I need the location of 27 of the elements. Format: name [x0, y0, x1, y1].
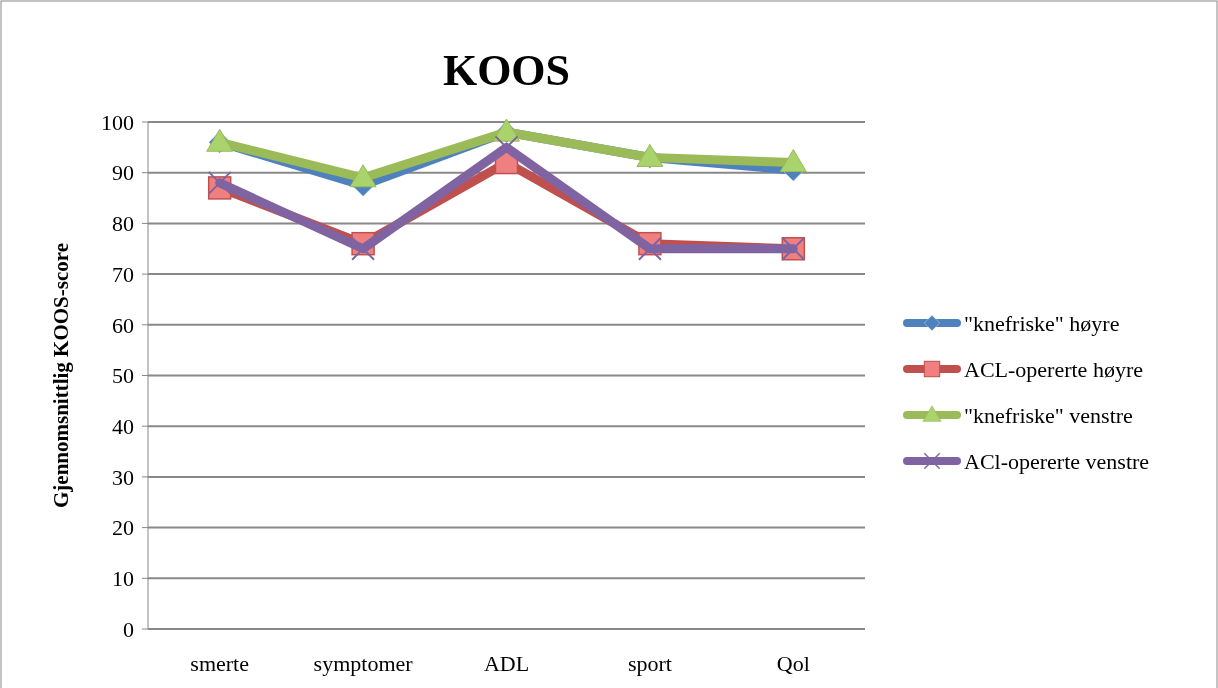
- legend-label: "knefriske" venstre: [964, 402, 1133, 428]
- y-tick-label: 40: [112, 413, 134, 439]
- y-tick-label: 90: [112, 160, 134, 186]
- y-tick-label: 0: [123, 616, 134, 642]
- chart-title: KOOS: [442, 46, 571, 95]
- point: [779, 149, 807, 173]
- legend-label: ACL-opererte høyre: [964, 356, 1143, 382]
- point: [351, 236, 376, 261]
- x-tick-label: Qol: [776, 651, 810, 676]
- y-tick-label: 20: [112, 515, 134, 541]
- y-tick-label: 10: [112, 566, 134, 591]
- y-tick-label: 100: [101, 109, 134, 135]
- point: [207, 170, 232, 195]
- x-tick-label: sport: [627, 651, 672, 676]
- y-axis-title: Gjennomsnittlig KOOS-score: [49, 242, 73, 509]
- legend-label: ACl-opererte venstre: [964, 448, 1150, 474]
- point: [637, 236, 662, 261]
- y-tick-label: 80: [112, 211, 134, 237]
- y-tick-label: 50: [112, 363, 134, 389]
- x-tick-label: smerte: [190, 651, 250, 676]
- y-tick-label: 70: [112, 261, 134, 287]
- x-tick-label: ADL: [483, 651, 530, 676]
- point: [349, 164, 377, 188]
- y-tick-label: 60: [112, 312, 134, 338]
- legend-label: "knefriske" høyre: [964, 310, 1120, 336]
- y-tick-label: 30: [112, 464, 134, 490]
- x-tick-label: symptomer: [313, 651, 414, 676]
